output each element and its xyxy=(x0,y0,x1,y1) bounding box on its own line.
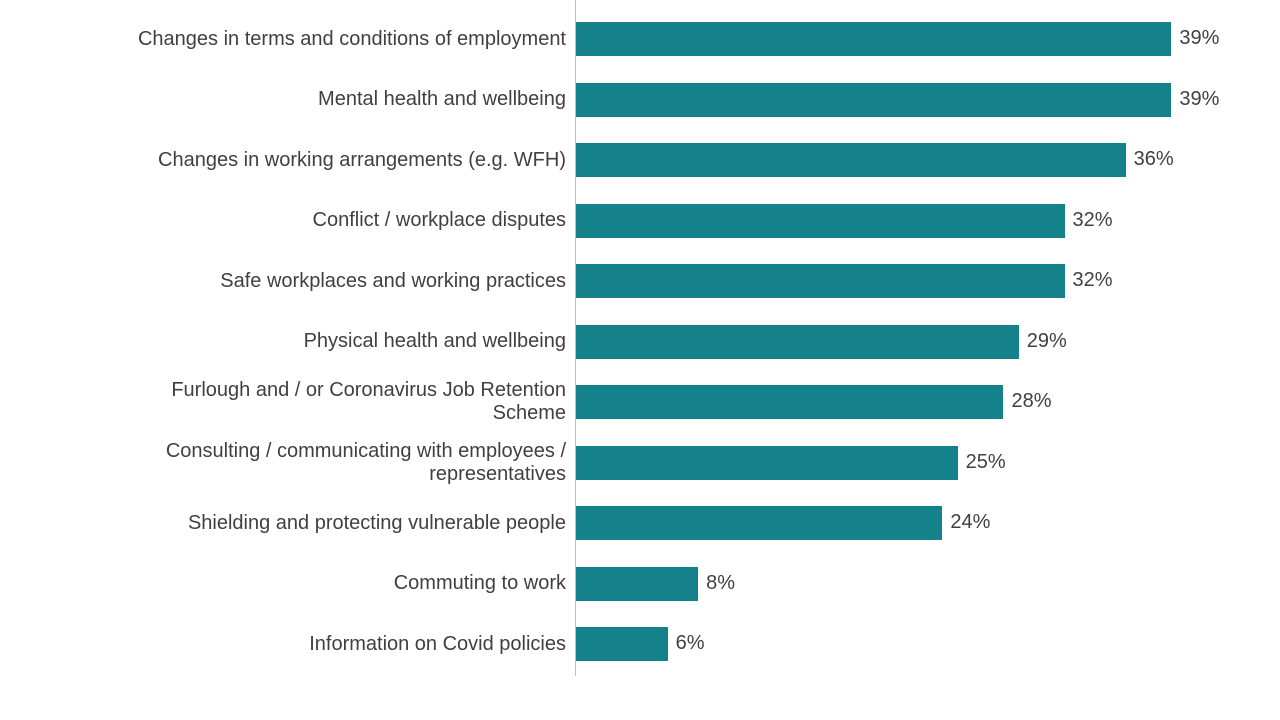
value-label: 28% xyxy=(1011,390,1051,413)
value-label: 25% xyxy=(966,451,1006,474)
category-label: Changes in terms and conditions of emplo… xyxy=(136,16,566,62)
value-label: 29% xyxy=(1027,330,1067,353)
bar xyxy=(576,627,668,661)
bar xyxy=(576,567,698,601)
value-label: 24% xyxy=(950,511,990,534)
category-label: Shielding and protecting vulnerable peop… xyxy=(136,500,566,546)
value-label: 32% xyxy=(1073,209,1113,232)
value-label: 39% xyxy=(1179,27,1219,50)
bar xyxy=(576,264,1065,298)
category-label: Consulting / communicating with employee… xyxy=(136,440,566,486)
bar xyxy=(576,385,1003,419)
value-label: 39% xyxy=(1179,88,1219,111)
bar xyxy=(576,143,1126,177)
category-label: Physical health and wellbeing xyxy=(136,319,566,365)
bar xyxy=(576,446,958,480)
category-label: Conflict / workplace disputes xyxy=(136,198,566,244)
bar xyxy=(576,83,1171,117)
category-label: Safe workplaces and working practices xyxy=(136,258,566,304)
bar xyxy=(576,204,1065,238)
bar xyxy=(576,325,1019,359)
category-label: Commuting to work xyxy=(136,561,566,607)
bar xyxy=(576,22,1171,56)
value-label: 36% xyxy=(1134,148,1174,171)
category-label: Furlough and / or Coronavirus Job Retent… xyxy=(136,379,566,425)
value-label: 32% xyxy=(1073,269,1113,292)
value-label: 8% xyxy=(706,572,735,595)
horizontal-bar-chart: Changes in terms and conditions of emplo… xyxy=(0,0,1280,720)
bar xyxy=(576,506,942,540)
category-label: Information on Covid policies xyxy=(136,621,566,667)
category-label: Changes in working arrangements (e.g. WF… xyxy=(136,137,566,183)
value-label: 6% xyxy=(676,632,705,655)
category-label: Mental health and wellbeing xyxy=(136,77,566,123)
